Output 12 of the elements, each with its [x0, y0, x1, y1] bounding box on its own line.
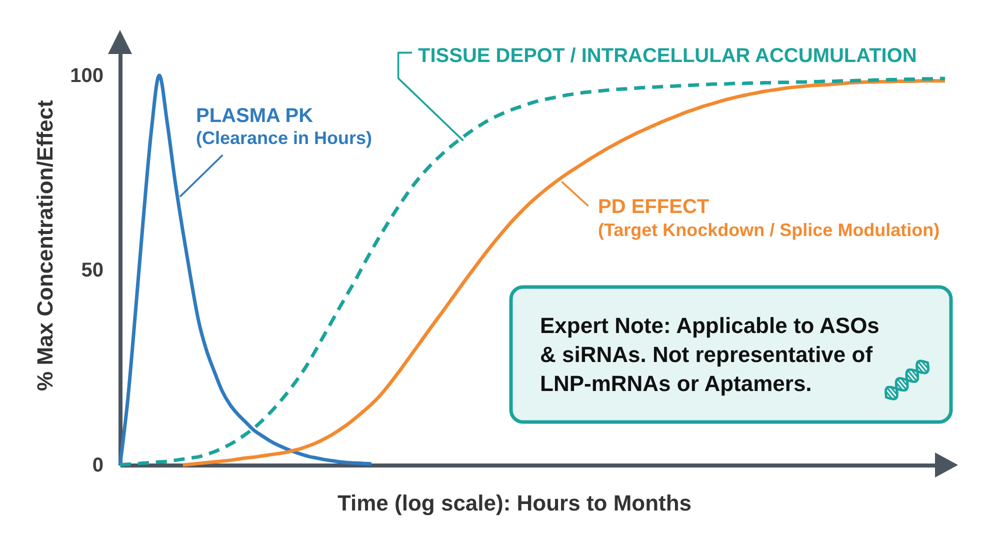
annotation: Expert Note: Applicable to ASOs & siRNAs. Not representative of LNP-mRNAs or Aptamers.	[540, 312, 880, 398]
legend-label: PD EFFECT	[598, 196, 710, 218]
x-axis-title: Time (log scale): Hours to Months	[337, 490, 692, 516]
annotation: (Target Knockdown / Splice Modulation)	[598, 220, 940, 240]
y-tick-label: 0	[92, 454, 104, 476]
y-axis-title: % Max Concentration/Effect	[32, 99, 58, 391]
y-tick-label: 100	[70, 64, 104, 87]
series-label: TISSUE DEPOT / INTRACELLULAR ACCUMULATION	[418, 45, 917, 67]
line-series	[118, 74, 374, 467]
annotation: (Clearance in Hours)	[196, 128, 372, 148]
series-label: PLASMA PK	[196, 105, 314, 127]
y-tick-label: 50	[81, 260, 104, 282]
